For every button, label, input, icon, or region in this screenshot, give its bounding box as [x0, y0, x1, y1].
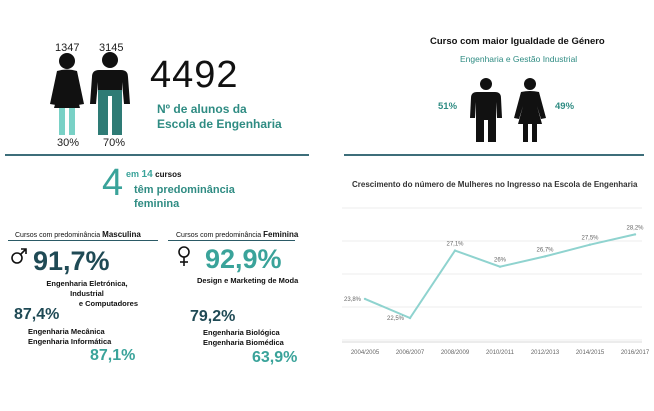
- male-header-rule: [8, 240, 158, 241]
- male-third-percent: 87,1%: [90, 347, 136, 364]
- divider-right: [344, 154, 644, 156]
- data-label: 22,5%: [387, 316, 405, 322]
- data-point: [543, 255, 547, 258]
- x-tick-label: 2004/2005: [351, 350, 380, 356]
- equality-female-icon: [514, 78, 546, 142]
- series-line: [364, 233, 636, 320]
- line-chart: 23,8% 22,5% 27,1% 26% 26,7% 27,5% 28,2% 2004/20…: [342, 207, 650, 356]
- female-header-rule: [168, 240, 295, 241]
- data-point: [408, 316, 412, 320]
- female-percent: 30%: [57, 137, 80, 149]
- divider-left: [5, 154, 309, 156]
- data-label: 23,8%: [344, 297, 362, 303]
- male-block-header: Cursos com predominância Masculina: [15, 230, 141, 239]
- data-point: [633, 233, 637, 236]
- x-tick-label: 2010/2011: [486, 350, 515, 356]
- total-label-2: Escola de Engenharia: [157, 117, 282, 131]
- male-figure-icon: [90, 52, 130, 135]
- male-second-courses: Engenharia Mecânica Engenharia Informáti…: [28, 327, 112, 346]
- data-point: [363, 297, 367, 301]
- em-word: em: [126, 169, 140, 179]
- data-point: [498, 265, 502, 268]
- total-label-1: Nº de alunos da: [157, 102, 247, 116]
- data-label: 26%: [494, 258, 507, 264]
- x-tick-label: 2006/2007: [396, 350, 425, 356]
- total-students: 4492: [150, 54, 239, 96]
- equality-title: Curso com maior Igualdade de Género: [430, 36, 605, 47]
- data-label: 27,1%: [446, 242, 464, 248]
- equality-course: Engenharia e Gestão Industrial: [460, 54, 578, 64]
- female-symbol-icon: [178, 246, 190, 266]
- female-top-course: Design e Marketing de Moda: [197, 276, 299, 285]
- male-second-percent: 87,4%: [14, 306, 60, 323]
- data-label: 26,7%: [536, 247, 554, 253]
- data-point: [453, 249, 457, 252]
- male-top-course: Engenharia Eletrónica, Industrial e Comp…: [46, 279, 138, 308]
- summary-line-2: feminina: [134, 198, 180, 210]
- female-second-courses: Engenharia Biológica Engenharia Biomédic…: [203, 328, 284, 347]
- chart-title: Crescimento do número de Mulheres no Ing…: [352, 180, 638, 189]
- x-tick-label: 2008/2009: [441, 350, 470, 356]
- female-second-percent: 79,2%: [190, 308, 236, 325]
- equality-female-percent: 49%: [555, 101, 575, 112]
- big-four: 4: [102, 162, 124, 204]
- cursos-word: cursos: [155, 170, 182, 179]
- male-count: 3145: [99, 42, 124, 54]
- equality-male-icon: [470, 78, 502, 142]
- male-top-percent: 91,7%: [33, 246, 110, 276]
- fourteen: 14: [141, 169, 153, 180]
- female-third-percent: 63,9%: [252, 349, 298, 366]
- female-figure-icon: [50, 53, 84, 135]
- equality-male-percent: 51%: [438, 101, 458, 112]
- data-point: [588, 243, 592, 246]
- summary-line-1: têm predominância: [134, 184, 235, 196]
- x-tick-label: 2012/2013: [531, 350, 560, 356]
- x-tick-label: 2014/2015: [576, 350, 605, 356]
- male-percent: 70%: [103, 137, 126, 149]
- female-count: 1347: [55, 42, 80, 54]
- female-top-percent: 92,9%: [205, 244, 282, 274]
- gender-figures-icon: [50, 52, 130, 135]
- x-tick-label: 2016/2017: [621, 350, 650, 356]
- male-symbol-icon: [11, 248, 27, 264]
- female-block-header: Cursos com predominância Feminina: [176, 230, 299, 239]
- data-label: 28,2%: [626, 225, 644, 231]
- equality-figures-icon: [470, 78, 546, 142]
- data-label: 27,5%: [581, 236, 599, 242]
